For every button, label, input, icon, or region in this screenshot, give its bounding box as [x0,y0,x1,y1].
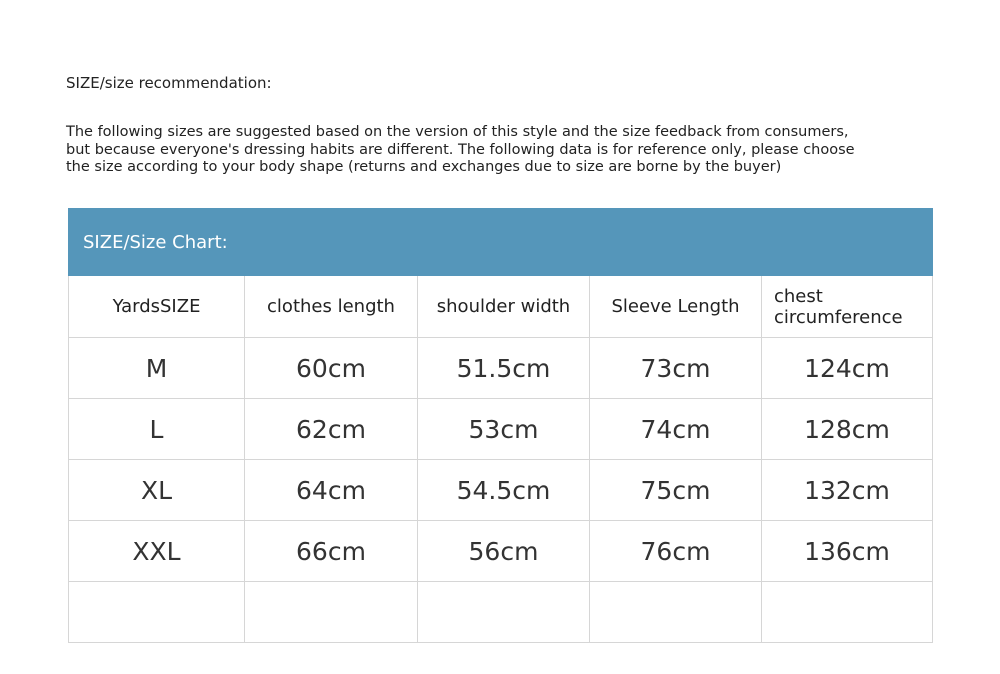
page-title: SIZE/size recommendation: [66,74,272,92]
table-cell: XL [68,459,245,521]
description-line: the size according to your body shape (r… [66,159,782,175]
header-cell: chest circumference [760,275,934,338]
table-cell: 66cm [244,520,418,582]
header-cell: clothes length [244,275,418,338]
table-cell [760,581,934,643]
table-cell: M [68,337,245,399]
table-cell: 53cm [417,398,590,460]
table-row: L 62cm 53cm 74cm 128cm [68,398,934,460]
table-cell [417,581,590,643]
table-cell: 74cm [589,398,762,460]
table-row: M 60cm 51.5cm 73cm 124cm [68,337,934,399]
header-cell: Sleeve Length [589,275,762,338]
size-description: The following sizes are suggested based … [66,124,946,177]
table-cell: 124cm [760,337,934,399]
table-cell [589,581,762,643]
table-row [68,581,934,643]
table-cell: 56cm [417,520,590,582]
table-cell [244,581,418,643]
table-cell: 136cm [760,520,934,582]
size-chart-table: SIZE/Size Chart: YardsSIZE clothes lengt… [67,208,934,643]
table-cell: XXL [68,520,245,582]
table-row: XXL 66cm 56cm 76cm 136cm [68,520,934,582]
header-cell: YardsSIZE [68,275,245,338]
table-cell: 62cm [244,398,418,460]
table-cell: L [68,398,245,460]
table-cell: 76cm [589,520,762,582]
table-cell: 64cm [244,459,418,521]
banner-title: SIZE/Size Chart: [67,208,934,276]
header-cell: shoulder width [417,275,590,338]
table-cell: 60cm [244,337,418,399]
table-cell: 54.5cm [417,459,590,521]
header-row: YardsSIZE clothes length shoulder width … [68,275,934,338]
table-cell: 128cm [760,398,934,460]
table-cell: 75cm [589,459,762,521]
table-cell: 51.5cm [417,337,590,399]
table-cell: 73cm [589,337,762,399]
size-chart-banner: SIZE/Size Chart: [67,208,934,276]
table-cell: 132cm [760,459,934,521]
description-line: The following sizes are suggested based … [66,124,849,140]
table-row: XL 64cm 54.5cm 75cm 132cm [68,459,934,521]
table-cell [68,581,245,643]
description-line: but because everyone's dressing habits a… [66,141,855,158]
